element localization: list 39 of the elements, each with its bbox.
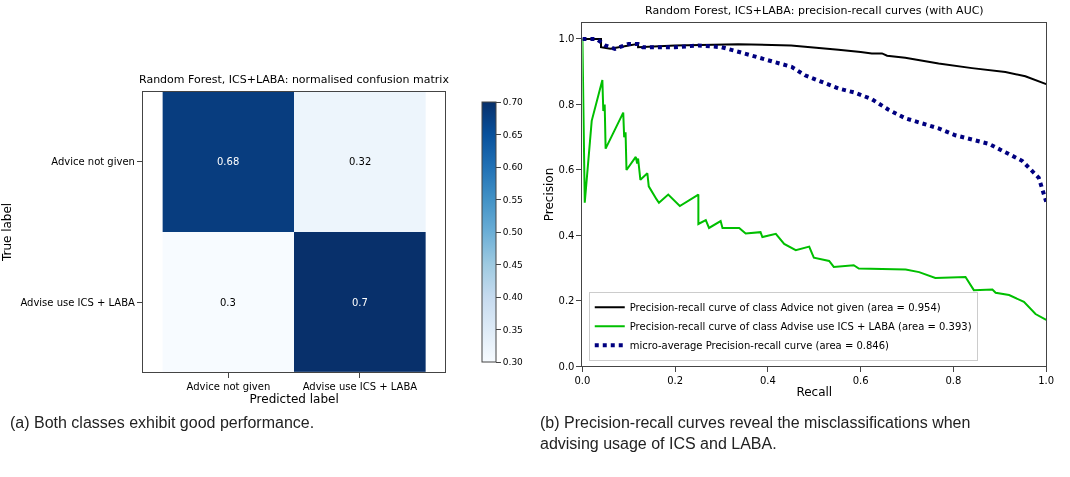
line-series [582, 36, 1047, 204]
data-label: 0.68 [217, 156, 240, 167]
color-bar-label: 0.55 [502, 194, 523, 205]
legend-label: micro-average Precision-recall curve (area = 0.846) [629, 340, 890, 352]
x-tick-label: 0.8 [945, 375, 962, 387]
color-bar-label: 0.50 [502, 227, 524, 238]
y-axis-title: Precision [541, 167, 556, 222]
x-axis-title: Recall [796, 385, 833, 400]
legend-label: Precision-recall curve of class Advise use ICS + LABA (area = 0.393) [629, 321, 972, 333]
x-tick-label: 1.0 [1038, 375, 1055, 387]
color-bar-label: 0.65 [502, 129, 523, 140]
x-axis-title: Predicted label [249, 392, 339, 407]
chart-title: Random Forest, ICS+LABA: normalised confusion matrix [139, 73, 450, 86]
data-label: 0.32 [349, 156, 372, 167]
y-axis-title: True label [0, 202, 14, 263]
y-tick-label: 0.6 [558, 164, 575, 176]
y-tick-label: 0.4 [558, 229, 575, 241]
y-tick-label: 0.0 [558, 360, 575, 372]
x-tick-label: 0.2 [667, 375, 684, 387]
color-bar-label: 0.30 [502, 357, 524, 368]
text: (b) Precision-recall curves reveal the misclassifications when advising usage of ICS and LABA. [540, 414, 971, 452]
data-label: 0.3 [220, 297, 236, 308]
x-tick-label: 0.6 [852, 375, 869, 387]
color-bar-label: 0.40 [502, 292, 524, 303]
x-tick-label: 0.4 [759, 375, 776, 387]
x-tick-label: Advise use ICS + LABA [302, 381, 418, 393]
chart-title: Random Forest, ICS+LABA: precision-recall curves (with AUC) [645, 4, 984, 17]
text: (a) Both classes exhibit good performance. [10, 414, 315, 431]
color-bar-label: 0.45 [502, 259, 523, 270]
legend-label: Precision-recall curve of class Advice not given (area = 0.954) [629, 302, 941, 314]
data-label: 0.7 [352, 297, 368, 308]
color-bar-label: 0.60 [502, 162, 524, 173]
y-tick-label: 0.2 [558, 295, 575, 307]
color-bar-label: 0.70 [502, 97, 524, 108]
x-tick-label: 0.0 [574, 375, 591, 387]
y-tick-label: 0.8 [558, 98, 575, 110]
y-tick-label: 1.0 [558, 33, 575, 45]
x-tick-label: Advice not given [186, 381, 271, 393]
color-bar-label: 0.35 [502, 324, 523, 335]
